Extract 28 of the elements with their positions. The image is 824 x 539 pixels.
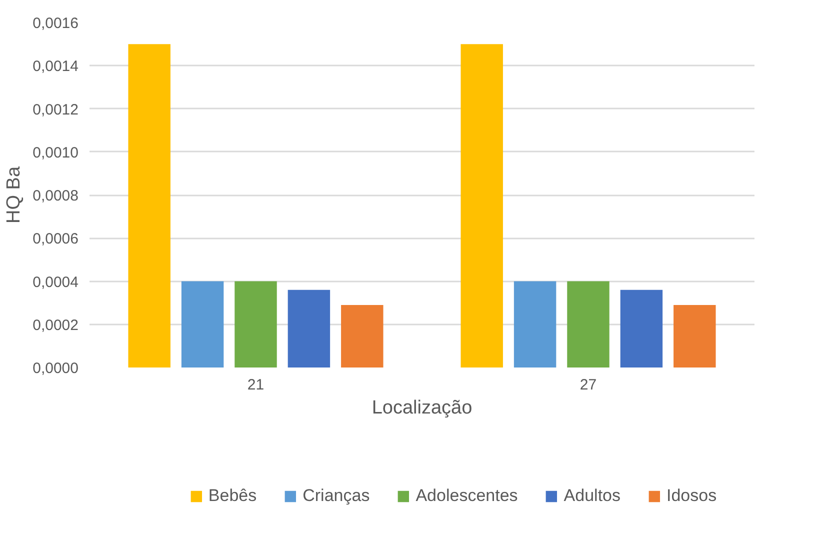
x-axis-title: Localização (372, 398, 472, 418)
y-tick-label: 0,0000 (32, 360, 79, 377)
y-tick-label: 0,0014 (32, 58, 79, 76)
legend-label: Adultos (564, 486, 620, 506)
bar (341, 304, 384, 368)
bar (288, 290, 330, 368)
bar (674, 304, 716, 368)
y-tick-label: 0,0016 (32, 15, 79, 32)
x-tick-label: 21 (247, 376, 264, 394)
bar (460, 44, 503, 368)
legend-label: Idosos (666, 486, 717, 506)
legend-label: Bebês (208, 486, 257, 506)
y-tick-label: 0,0008 (32, 188, 79, 204)
y-tick-label: 0,0002 (32, 316, 79, 334)
bar (514, 281, 556, 368)
bar (620, 290, 663, 368)
legend-label: Adolescentes (416, 486, 518, 506)
legend-label: Crianças (302, 486, 370, 506)
y-tick-label: 0,0010 (32, 144, 79, 162)
x-tick-label: 27 (580, 376, 597, 394)
y-tick-label: 0,0004 (32, 274, 79, 291)
y-tick-label: 0,0012 (32, 101, 79, 118)
y-tick-label: 0,0006 (32, 230, 79, 248)
bar (128, 44, 170, 368)
y-axis-title: HQ Ba (4, 166, 25, 224)
bar (567, 281, 610, 368)
bar (181, 281, 224, 368)
bar (234, 281, 277, 368)
